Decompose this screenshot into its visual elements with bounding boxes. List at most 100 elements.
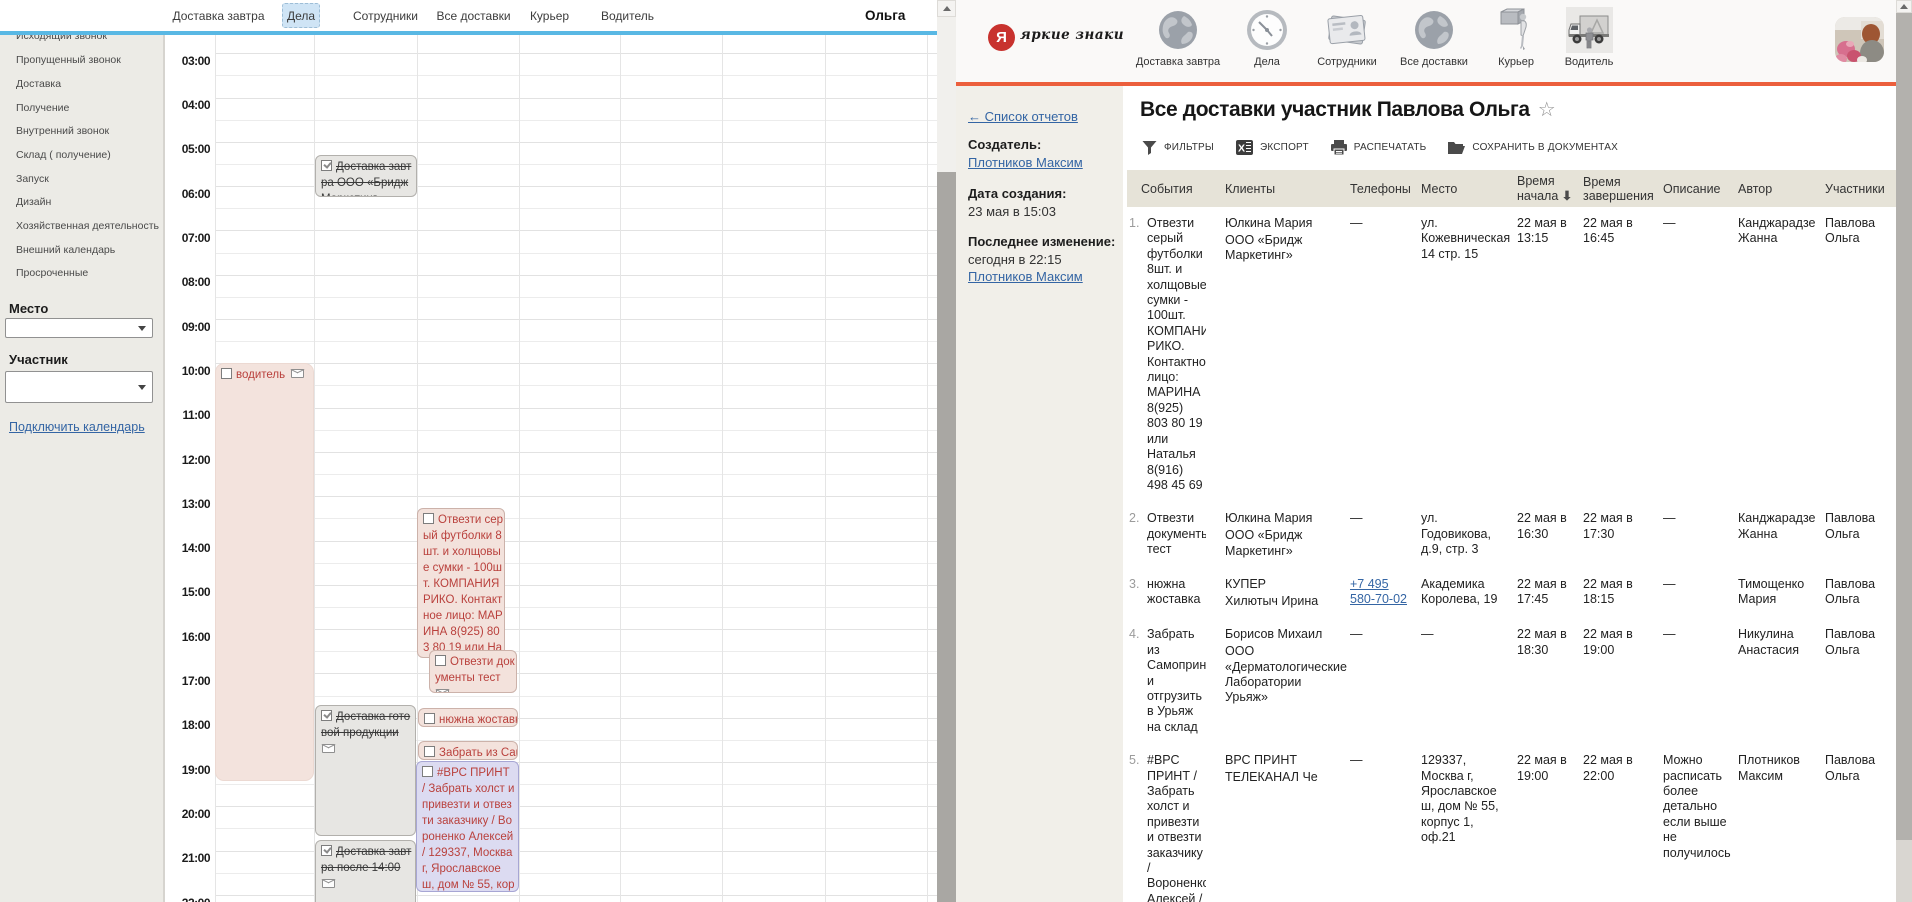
connect-calendar-link[interactable]: Подключить календарь [9,420,145,434]
row-number: 2. [1129,511,1140,526]
sidebar-item-11[interactable]: Просроченные [16,267,89,280]
sidebar-item-4[interactable]: Получение [16,101,70,114]
nav-item-2[interactable]: Дела [1212,8,1322,68]
checkbox-checked[interactable] [321,160,332,171]
courier-icon [1461,8,1571,52]
left-scrollbar-thumb[interactable] [937,172,956,902]
calendar-event-nuzhna-dostavka[interactable]: нюжна жоставка [418,708,518,727]
toolbar-excel-button[interactable]: X ЭКСПОРТ [1235,139,1309,155]
calendar-event-delivery-tomorrow-after14[interactable]: Доставка завт ра после 14:00 [315,840,416,902]
logo-icon[interactable]: Я [988,24,1015,51]
cell-text: — [1663,577,1676,592]
events-text[interactable]: #ВРС ПРИНТ / Забрать холст и привезти и … [1147,753,1206,902]
clients-text[interactable]: ВРС ПРИНТ ТЕЛЕКАНАЛ Че [1225,753,1344,785]
left-scrollbar[interactable] [937,0,956,902]
envelope-icon [322,879,335,888]
header-accent-line [956,82,1912,86]
calendar-event-delivery-tomorrow-bridge[interactable]: Доставка завт ра ООО «Бридж Маркетинг» [315,155,417,197]
checkbox-unchecked[interactable] [423,513,434,524]
right-app-report: Я яркие знаки Доставка завтра Дела Сотрудн… [956,0,1912,902]
participant-select[interactable] [5,371,153,403]
checkbox-unchecked[interactable] [435,655,446,666]
sidebar-item-9[interactable]: Хозяйственная деятельность [16,220,159,232]
time-label: 07:00 [181,231,211,245]
checkbox-checked[interactable] [321,710,332,721]
half-hour-line [215,651,937,653]
calendar-event-delivery-finished-goods[interactable]: Доставка гото вой продукции [315,705,416,836]
clock-icon [1212,8,1322,52]
toolbar-printer-button[interactable]: РАСПЕЧАТАТЬ [1330,139,1427,155]
column-header-6[interactable]: Время завершения [1581,170,1661,207]
calendar-event-zabrat-iz-sa[interactable]: Забрать из Самопринт [418,741,518,760]
tab-5[interactable]: Курьер [529,8,570,23]
tab-3[interactable]: Сотрудники [353,8,418,23]
calendar-grid[interactable]: Доставка завт ра ООО «Бридж Маркетинг» во… [215,35,937,902]
cards-icon [1292,8,1402,52]
checkbox-unchecked[interactable] [422,766,433,777]
cell-clients: КУПЕР Хилютыч Ирина [1223,568,1348,618]
clients-text[interactable]: КУПЕР Хилютыч Ирина [1225,577,1344,609]
cell-text[interactable]: +7 495 580-70-02 [1350,577,1407,607]
tab-4[interactable]: Все доставки [436,8,511,23]
calendar-event-vrc-print[interactable]: #ВРС ПРИНТ / Забрать холст и привезти и … [416,761,519,892]
column-header-4[interactable]: Место [1419,170,1515,207]
nav-item-label: Все доставки [1400,56,1468,68]
row-number: 4. [1129,627,1140,642]
calendar-event-driver[interactable]: водитель [215,363,314,781]
cell-start: 22 мая в 16:30 [1515,502,1581,568]
scroll-up-button[interactable] [937,0,956,17]
clients-text[interactable]: Юлкина Мария ООО «Бридж Маркетинг» [1225,511,1344,559]
column-header-3[interactable]: Телефоны [1348,170,1419,207]
sidebar-item-3[interactable]: Доставка [16,77,62,90]
tab-1[interactable]: Доставка завтра [172,8,265,23]
scroll-up-button[interactable] [1896,0,1912,13]
column-header-5[interactable]: Время начала ⬇ [1515,170,1581,207]
calendar-event-deliver-tshirts[interactable]: Отвезти сер ый футболки 8 шт. и холщовы … [417,508,505,658]
clients-text[interactable]: Юлкина Мария ООО «Бридж Маркетинг» [1225,216,1344,264]
avatar[interactable] [1835,17,1884,62]
right-scrollbar[interactable] [1896,0,1912,902]
column-header-9[interactable]: Участники [1823,170,1896,207]
nav-item-1[interactable]: Доставка завтра [1123,8,1233,68]
back-to-reports-link[interactable]: ← Список отчетов [968,109,1078,124]
events-text[interactable]: Забрать из Самопринт и отгрузить в Урьяж… [1147,627,1206,734]
clients-text[interactable]: Борисов Михаил ООО «Дерматологические Лаб… [1225,627,1347,706]
tab-2[interactable]: Дела [282,3,320,28]
toolbar-folder-button[interactable]: СОХРАНИТЬ В ДОКУМЕНТАХ [1448,140,1618,154]
column-header-7[interactable]: Описание [1661,170,1736,207]
current-user-name[interactable]: Ольга [865,8,906,23]
envelope-icon [436,689,449,692]
calendar-event-deliver-docs-test[interactable]: Отвезти док ументы тест [429,650,517,693]
right-scrollbar-thumb[interactable] [1896,13,1912,840]
toolbar-filter-button[interactable]: ФИЛЬТРЫ [1142,140,1214,155]
cell-end: 22 мая в 19:00 [1581,618,1661,744]
tab-6[interactable]: Водитель [601,8,655,23]
sidebar-item-10[interactable]: Внешний календарь [16,243,116,256]
events-text[interactable]: Отвезти серый футболки 8шт. и холщовые с… [1147,216,1206,492]
sidebar-item-8[interactable]: Дизайн [16,196,52,209]
star-icon[interactable]: ☆ [1537,99,1556,121]
column-header-8[interactable]: Автор [1736,170,1823,207]
creator-link[interactable]: Плотников Максим [968,155,1083,170]
column-header-1[interactable]: События [1127,170,1223,207]
sidebar-item-2[interactable]: Пропущенный звонок [16,54,121,67]
column-header-2[interactable]: Клиенты [1223,170,1348,207]
nav-item-5[interactable]: Курьер [1461,8,1571,68]
logo-text[interactable]: яркие знаки [1020,27,1125,43]
sidebar-item-5[interactable]: Внутренний звонок [16,125,110,138]
modified-by-link[interactable]: Плотников Максим [968,269,1083,284]
checkbox-unchecked[interactable] [424,713,435,724]
nav-item-4[interactable]: Все доставки [1379,8,1489,68]
nav-item-3[interactable]: Сотрудники [1292,8,1402,68]
right-scrollbar-track-bottom[interactable] [1896,840,1912,902]
sidebar-item-6[interactable]: Склад ( получение) [16,148,111,161]
sidebar-item-7[interactable]: Запуск [16,172,49,185]
checkbox-unchecked[interactable] [221,368,232,379]
checkbox-checked[interactable] [321,845,332,856]
nav-item-6[interactable]: Водитель [1534,7,1644,68]
event-text: Доставка гото вой продукции [321,711,411,739]
place-select[interactable] [5,318,153,338]
events-text[interactable]: Отвезти документы тест [1147,511,1206,557]
checkbox-unchecked[interactable] [424,746,435,757]
events-text[interactable]: нюжна жоставка [1147,577,1201,607]
